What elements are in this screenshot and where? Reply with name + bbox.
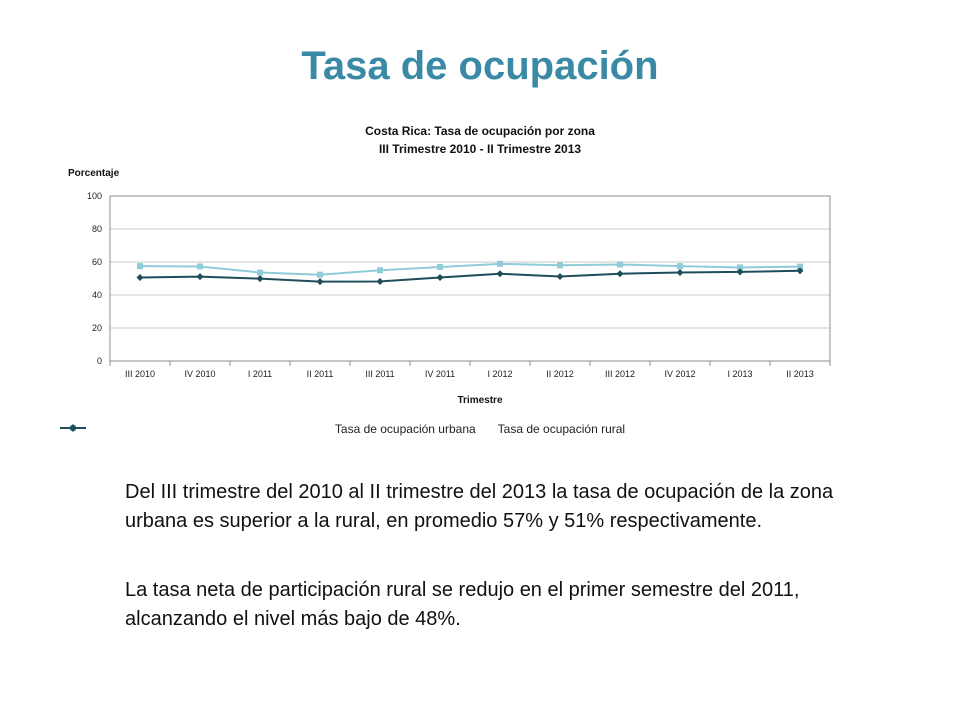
paragraph-2: La tasa neta de participación rural se r… (125, 579, 800, 630)
y-tick-label-40: 40 (92, 290, 102, 300)
point-0-1 (197, 263, 203, 270)
y-tick-label-80: 80 (92, 224, 102, 234)
point-1-0 (136, 274, 144, 282)
legend-item-urbana: Tasa de ocupación urbana (60, 422, 476, 436)
point-1-4 (376, 277, 384, 285)
body-text: Del III trimestre del 2010 al II trimest… (125, 478, 895, 674)
chart: 0 20 40 60 80 100 III 2010 IV 2010 I 2011 II 2011… (60, 110, 900, 445)
point-0-8 (617, 261, 623, 268)
x-tick-label-6: I 2012 (487, 369, 512, 379)
point-0-9 (677, 263, 683, 270)
legend-label-rural: Tasa de ocupación rural (497, 422, 626, 436)
point-0-11 (797, 263, 803, 270)
point-1-8 (616, 270, 624, 278)
chart-title: Costa Rica: Tasa de ocupación por zona (365, 124, 595, 138)
x-tick-label-0: III 2010 (125, 369, 155, 379)
x-tick-label-7: II 2012 (546, 369, 574, 379)
point-0-6 (497, 260, 503, 267)
chart-title-block: Costa Rica: Tasa de ocupación por zona I… (60, 122, 900, 158)
x-tick-label-11: II 2013 (786, 369, 814, 379)
y-tick-label-60: 60 (92, 257, 102, 267)
point-1-1 (196, 273, 204, 281)
point-1-7 (556, 273, 564, 281)
x-tick-label-1: IV 2010 (184, 369, 215, 379)
x-tick-label-8: III 2012 (605, 369, 635, 379)
point-1-10 (736, 268, 744, 276)
point-1-2 (256, 275, 264, 283)
y-axis-label: Porcentaje (68, 168, 120, 179)
legend-label-urbana: Tasa de ocupación urbana (334, 422, 476, 436)
y-tick-label-20: 20 (92, 323, 102, 333)
legend-item-rural: Tasa de ocupación rural (60, 422, 626, 436)
point-0-7 (557, 262, 563, 269)
plot-area (109, 195, 831, 362)
series-line-1 (139, 269, 801, 283)
point-1-5 (436, 274, 444, 282)
point-0-3 (317, 271, 323, 278)
point-0-10 (737, 264, 743, 271)
chart-legend: Tasa de ocupación urbana Tasa de ocupaci… (60, 422, 900, 436)
x-tick-label-4: III 2011 (365, 369, 394, 379)
x-tick-label-10: I 2013 (727, 369, 752, 379)
point-0-4 (377, 267, 383, 274)
chart-subtitle: III Trimestre 2010 - II Trimestre 2013 (378, 142, 582, 156)
point-0-2 (257, 269, 263, 276)
point-1-6 (496, 270, 504, 278)
x-tick-label-3: II 2011 (307, 369, 334, 379)
x-tick-label-9: IV 2012 (664, 369, 695, 379)
x-tick-label-5: IV 2011 (425, 369, 455, 379)
y-tick-label-100: 100 (87, 191, 102, 201)
point-0-5 (437, 263, 443, 270)
x-axis-label: Trimestre (457, 395, 503, 406)
legend-swatch-rural (60, 424, 86, 432)
series-line-0 (139, 262, 801, 276)
chart-canvas: 0 20 40 60 80 100 III 2010 IV 2010 I 2011 II 2011… (87, 191, 831, 379)
point-1-11 (796, 267, 804, 275)
point-1-9 (676, 269, 684, 277)
y-tick-label-0: 0 (97, 356, 102, 366)
slide-title: Tasa de ocupación (301, 44, 659, 88)
point-0-0 (137, 263, 143, 270)
point-1-3 (316, 278, 324, 286)
paragraph-1: Del III trimestre del 2010 al II trimest… (125, 481, 834, 532)
x-tick-label-2: I 2011 (248, 369, 272, 379)
